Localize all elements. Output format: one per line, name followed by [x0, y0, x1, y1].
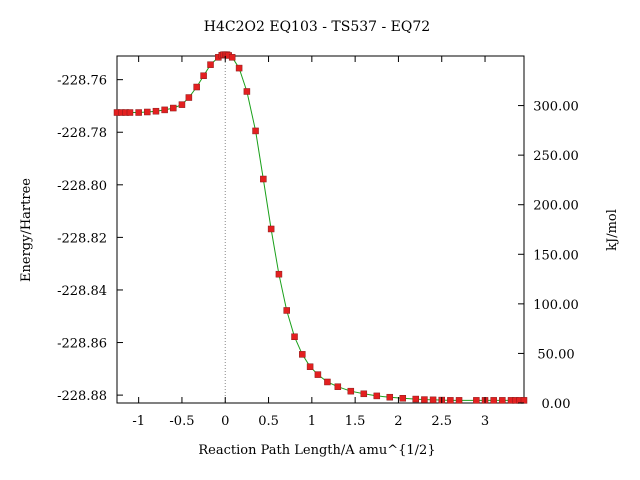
x-tick-label: 0	[221, 414, 229, 429]
y-axis-label: Energy/Hartree	[19, 178, 34, 282]
data-point	[455, 397, 463, 404]
data-point	[291, 333, 298, 341]
data-point	[347, 387, 355, 395]
series-line	[117, 54, 524, 401]
data-point	[324, 378, 331, 386]
data-point	[314, 371, 322, 378]
y2-tick-label: 50.00	[537, 347, 574, 362]
y2-tick-label: 100.00	[533, 298, 579, 313]
x-tick-label: 2.5	[431, 414, 452, 429]
data-point	[499, 397, 506, 404]
data-point	[334, 383, 342, 390]
data-point	[386, 393, 394, 401]
chart-title: H4C2O2 EQ103 - TS537 - EQ72	[204, 19, 430, 35]
x-tick-label: 2	[394, 414, 402, 429]
data-point	[185, 94, 193, 101]
x-tick-label: 1	[308, 414, 316, 429]
data-point	[228, 54, 236, 61]
data-point	[235, 64, 243, 72]
data-point	[207, 61, 214, 68]
data-point	[252, 127, 259, 135]
y2-tick-label: 150.00	[533, 248, 579, 263]
y-tick-label: -228.76	[57, 74, 107, 89]
x-axis-label: Reaction Path Length/A amu^{1/2}	[198, 443, 435, 458]
data-point	[135, 109, 142, 116]
x-tick-label: -0.5	[169, 414, 194, 429]
y-tick-label: -228.84	[57, 284, 107, 299]
data-point	[243, 88, 251, 95]
y-tick-label: -228.86	[57, 337, 107, 352]
y-tick-label: -228.82	[57, 231, 107, 246]
x-tick-label: 1.5	[345, 414, 366, 429]
data-point	[161, 106, 168, 114]
data-point	[399, 395, 407, 402]
data-point	[126, 109, 134, 116]
y2-tick-label: 0.00	[542, 397, 571, 412]
y-tick-label: -228.78	[57, 126, 107, 141]
y-tick-label: -228.88	[57, 389, 107, 404]
y2-tick-label: 200.00	[533, 199, 579, 214]
y2-tick-label: 300.00	[533, 100, 579, 115]
data-point	[520, 397, 528, 404]
data-point	[306, 363, 314, 370]
data-point	[144, 108, 151, 116]
x-tick-label: 3	[481, 414, 489, 429]
data-point	[473, 397, 480, 404]
data-point	[283, 307, 290, 314]
data-point	[421, 396, 428, 403]
y2-axis-label: kJ/mol	[605, 209, 620, 251]
data-point	[152, 107, 160, 115]
data-point	[490, 397, 497, 404]
y-tick-label: -228.80	[57, 179, 107, 194]
data-point	[200, 72, 207, 79]
data-point	[447, 397, 454, 404]
data-point	[373, 392, 381, 400]
data-point	[412, 395, 420, 403]
data-point	[360, 390, 368, 398]
data-point	[260, 175, 267, 183]
data-point	[178, 101, 186, 108]
plot-area	[116, 55, 525, 404]
x-tick-label: 0.5	[258, 414, 279, 429]
data-point	[429, 396, 437, 404]
data-point	[267, 225, 275, 233]
data-point	[299, 351, 306, 358]
data-point	[275, 270, 283, 278]
x-tick-label: -1	[132, 414, 145, 429]
data-point	[193, 83, 200, 91]
y2-tick-label: 250.00	[533, 149, 579, 164]
data-point	[170, 104, 177, 112]
